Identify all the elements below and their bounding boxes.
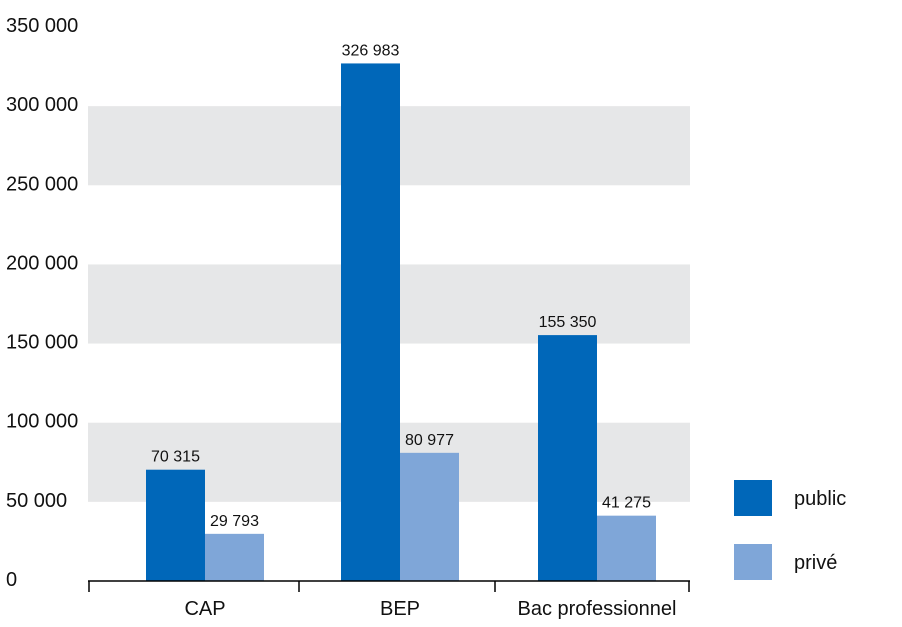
legend-swatch	[734, 544, 772, 580]
y-tick-label: 0	[6, 569, 17, 591]
bars	[146, 63, 656, 582]
bar-public	[146, 469, 205, 581]
x-category-label: Bac professionnel	[518, 598, 677, 620]
x-category-label: CAP	[184, 598, 225, 620]
bar-prive	[205, 533, 264, 581]
data-label: 80 977	[405, 432, 454, 449]
data-label: 155 350	[539, 314, 597, 331]
y-axis-ticks: 0 50 000 100 000 150 000 200 000 250 000 300 0…	[6, 15, 78, 591]
data-label: 29 793	[210, 513, 259, 530]
y-tick-label: 350 000	[6, 15, 78, 37]
data-label: 41 275	[602, 495, 651, 512]
y-tick-label: 50 000	[6, 490, 67, 512]
y-tick-label: 300 000	[6, 94, 78, 116]
y-tick-label: 150 000	[6, 332, 78, 354]
x-category-label: BEP	[380, 598, 420, 620]
y-tick-label: 100 000	[6, 411, 78, 433]
y-tick-label: 200 000	[6, 252, 78, 274]
x-axis: CAP BEP Bac professionnel	[88, 580, 690, 620]
legend: public privé	[734, 480, 846, 580]
bar-prive	[400, 452, 459, 581]
bar-public	[341, 63, 400, 582]
data-label: 326 983	[342, 42, 400, 59]
bar-prive	[597, 515, 656, 581]
legend-swatch	[734, 480, 772, 516]
data-label: 70 315	[151, 449, 200, 466]
bar-public	[538, 335, 597, 581]
legend-label: public	[794, 488, 846, 510]
legend-label: privé	[794, 552, 837, 574]
data-labels: 70 315 29 793 326 983 80 977 155 350 41 275	[151, 42, 651, 529]
y-tick-label: 250 000	[6, 173, 78, 195]
